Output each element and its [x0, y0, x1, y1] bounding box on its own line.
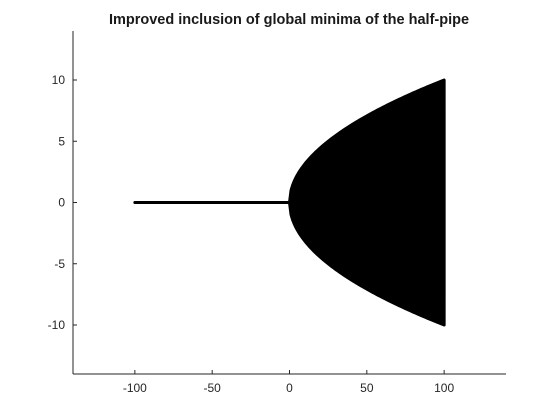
plot-area [133, 78, 446, 327]
y-tick-label: 10 [52, 73, 66, 87]
y-tick-label: -5 [54, 257, 65, 271]
x-tick-label: 0 [286, 381, 293, 395]
chart-title: Improved inclusion of global minima of t… [109, 12, 469, 28]
x-tick-label: 100 [434, 381, 454, 395]
x-tick-label: -50 [204, 381, 222, 395]
series-region [288, 78, 446, 327]
y-tick-label: 5 [58, 134, 65, 148]
x-tick-label: -100 [123, 381, 147, 395]
x-tick-label: 50 [360, 381, 374, 395]
y-tick-label: -10 [48, 318, 66, 332]
y-tick-label: 0 [58, 196, 65, 210]
